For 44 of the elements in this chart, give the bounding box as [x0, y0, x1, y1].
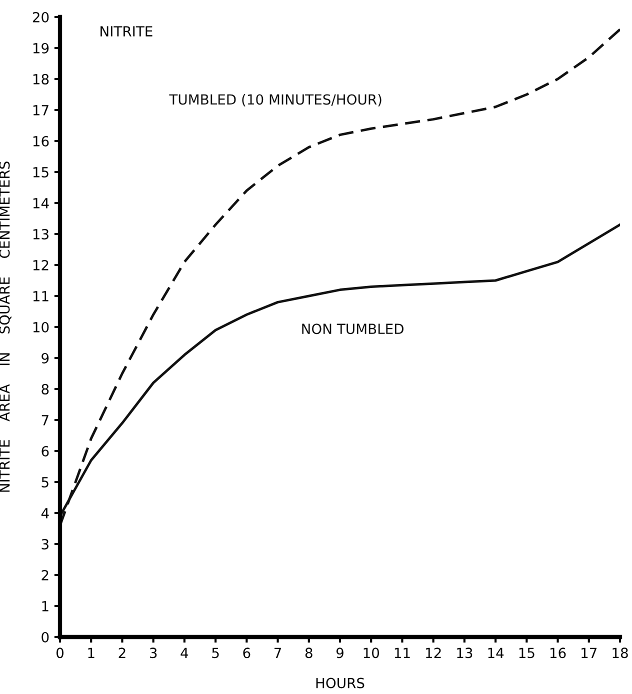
y-tick-label: 7 — [42, 415, 48, 426]
y-tick-label: 15 — [33, 167, 48, 178]
y-tick-label: 8 — [42, 384, 49, 394]
y-tick-label: 12 — [33, 260, 48, 270]
y-tick-label: 19 — [33, 42, 49, 54]
x-tick-label: 13 — [457, 648, 472, 658]
y-tick-label: 1 — [42, 601, 48, 612]
x-tick-label: 12 — [426, 648, 441, 658]
y-tick-label: 14 — [33, 198, 49, 208]
x-tick-label: 14 — [488, 648, 504, 658]
series-label: NON TUMBLED — [302, 324, 404, 334]
x-axis-title: HOURS — [316, 678, 364, 688]
x-tick-label: 5 — [212, 648, 219, 658]
x-tick-label: 17 — [582, 648, 597, 658]
x-tick-label: 11 — [394, 648, 410, 658]
x-tick-label: 4 — [180, 648, 188, 658]
y-tick-label: 0 — [42, 632, 49, 642]
y-tick-label: 20 — [32, 12, 49, 22]
x-tick-label: 3 — [150, 648, 157, 658]
y-tick-label: 13 — [33, 228, 48, 240]
x-tick-label: 7 — [274, 648, 282, 658]
x-tick-label: 16 — [550, 648, 566, 658]
y-tick-label: 5 — [42, 477, 48, 488]
x-tick-label: 18 — [612, 648, 628, 658]
text: NITRITE — [100, 26, 152, 36]
x-tick-label: 2 — [118, 648, 126, 658]
x-tick-label: 6 — [243, 648, 250, 658]
y-tick-label: 11 — [33, 291, 48, 302]
y-tick-label: 18 — [33, 74, 49, 84]
x-tick-label: 1 — [88, 648, 94, 658]
y-tick-label: 9 — [42, 352, 49, 364]
x-tick-label: 10 — [364, 648, 380, 658]
y-tick-label: 4 — [41, 508, 49, 518]
y-tick-label: 6 — [42, 446, 49, 456]
x-tick-label: 0 — [56, 648, 64, 658]
x-tick-label: 9 — [336, 648, 344, 658]
x-tick-label: 8 — [305, 648, 312, 658]
y-tick-label: 17 — [33, 105, 48, 116]
y-tick-label: 2 — [42, 570, 48, 580]
y-tick-label: 16 — [33, 136, 49, 146]
series-label: TUMBLED (10 MINUTES/HOUR) — [169, 94, 382, 106]
y-tick-label: 3 — [42, 538, 48, 550]
y-tick-label: 10 — [33, 322, 49, 332]
x-tick-label: 15 — [519, 648, 534, 658]
